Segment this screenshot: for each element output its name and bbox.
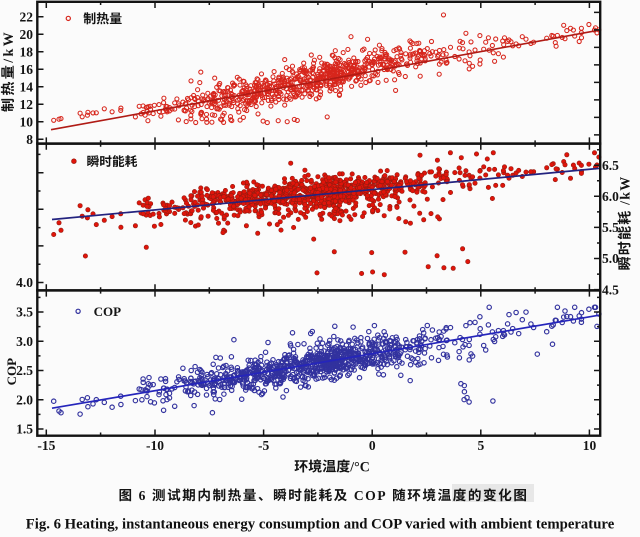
svg-text:20: 20 xyxy=(20,27,34,42)
svg-text:3.5: 3.5 xyxy=(16,305,33,320)
svg-text:3.0: 3.0 xyxy=(16,334,33,349)
svg-text:8: 8 xyxy=(26,132,33,147)
svg-text:22: 22 xyxy=(20,9,34,24)
svg-text:4.0: 4.0 xyxy=(16,275,33,290)
svg-text:-10: -10 xyxy=(146,438,164,453)
svg-text:10: 10 xyxy=(583,438,597,453)
svg-text:12: 12 xyxy=(20,97,34,112)
svg-text:-5: -5 xyxy=(258,438,269,453)
svg-text:5.0: 5.0 xyxy=(602,251,619,266)
svg-text:5: 5 xyxy=(477,438,484,453)
svg-text:6.0: 6.0 xyxy=(602,189,619,204)
svg-text:Fig. 6 Heating, instantaneous: Fig. 6 Heating, instantaneous energy con… xyxy=(26,516,615,532)
svg-text:18: 18 xyxy=(20,44,34,59)
svg-text:0: 0 xyxy=(369,438,376,453)
svg-text:5.5: 5.5 xyxy=(602,220,619,235)
svg-text:2.5: 2.5 xyxy=(16,363,33,378)
svg-text:1.5: 1.5 xyxy=(16,422,33,437)
svg-text:-15: -15 xyxy=(37,438,55,453)
svg-text:14: 14 xyxy=(20,79,34,94)
svg-text:4.5: 4.5 xyxy=(602,282,619,297)
svg-text:2.0: 2.0 xyxy=(16,392,33,407)
svg-text:10: 10 xyxy=(20,114,34,129)
svg-text:6.5: 6.5 xyxy=(602,158,619,173)
svg-text:COP: COP xyxy=(4,358,19,386)
svg-text:COP: COP xyxy=(94,304,122,319)
svg-text:16: 16 xyxy=(20,62,34,77)
